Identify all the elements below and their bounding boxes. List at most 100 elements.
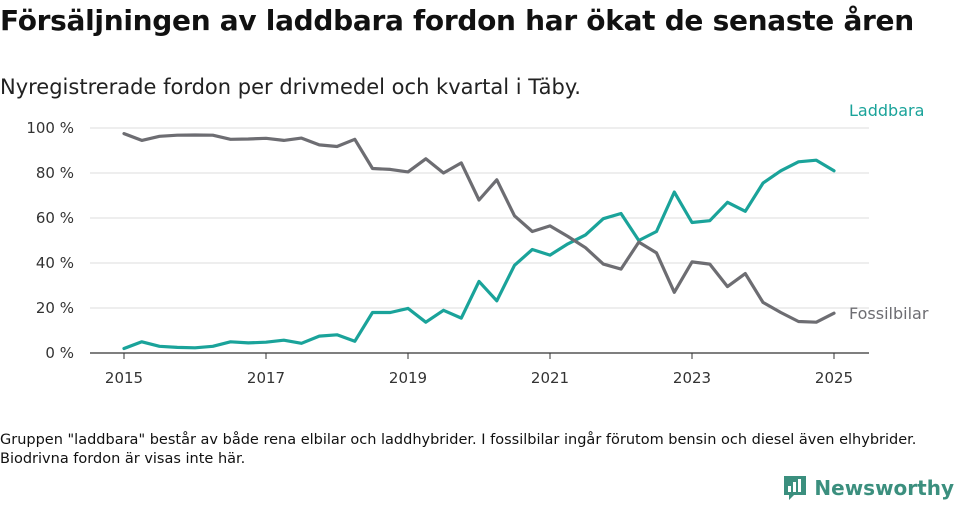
data-point	[176, 134, 179, 137]
series-label: Fossilbilar	[849, 304, 929, 323]
data-point	[336, 333, 339, 336]
data-point	[282, 139, 285, 142]
data-point	[744, 210, 747, 213]
data-point	[300, 342, 303, 345]
data-point	[442, 172, 445, 175]
data-point	[620, 268, 623, 271]
data-point	[815, 321, 818, 324]
data-point	[708, 219, 711, 222]
y-tick-label: 60 %	[36, 209, 74, 227]
y-tick-label: 0 %	[45, 344, 74, 362]
data-point	[407, 307, 410, 310]
footnote: Gruppen "laddbara" består av både rena e…	[0, 432, 917, 467]
data-point	[602, 217, 605, 220]
data-point	[282, 339, 285, 342]
y-tick-label: 40 %	[36, 254, 74, 272]
data-point	[602, 263, 605, 266]
brand-logo: Newsworthy	[782, 474, 954, 502]
y-tick-label: 20 %	[36, 299, 74, 317]
x-tick-label: 2023	[673, 369, 711, 387]
data-point	[797, 160, 800, 163]
data-point	[549, 254, 552, 257]
bar-chart-logo-icon	[784, 476, 807, 500]
data-point	[247, 138, 250, 141]
data-point	[762, 182, 765, 185]
data-point	[460, 161, 463, 164]
data-point	[194, 346, 197, 349]
data-point	[566, 242, 569, 245]
data-point	[353, 138, 356, 141]
data-point	[247, 341, 250, 344]
data-point	[318, 335, 321, 338]
data-point	[460, 317, 463, 320]
data-point	[513, 214, 516, 217]
data-point	[797, 320, 800, 323]
x-tick-label: 2017	[247, 369, 285, 387]
y-tick-label: 100 %	[26, 119, 74, 137]
series-label: Laddbara	[849, 101, 924, 120]
series-line	[122, 132, 836, 324]
y-tick-label: 80 %	[36, 164, 74, 182]
data-point	[336, 145, 339, 148]
data-point	[211, 134, 214, 137]
data-point	[158, 135, 161, 138]
data-point	[691, 260, 694, 263]
x-tick-label: 2025	[815, 369, 853, 387]
data-point	[673, 191, 676, 194]
data-point	[407, 170, 410, 173]
data-point	[620, 212, 623, 215]
data-point	[123, 132, 126, 135]
data-point	[140, 340, 143, 343]
data-point	[815, 159, 818, 162]
data-point	[637, 241, 640, 244]
brand-name: Newsworthy	[814, 476, 954, 500]
data-point	[708, 263, 711, 266]
data-point	[176, 346, 179, 349]
data-point	[495, 299, 498, 302]
data-point	[478, 280, 481, 283]
data-point	[779, 169, 782, 172]
data-point	[726, 201, 729, 204]
x-tick-label: 2015	[105, 369, 143, 387]
data-point	[158, 345, 161, 348]
data-point	[762, 301, 765, 304]
data-point	[726, 285, 729, 288]
data-point	[229, 340, 232, 343]
data-point	[371, 167, 374, 170]
data-point	[655, 251, 658, 254]
data-point	[584, 246, 587, 249]
data-point	[691, 221, 694, 224]
data-point	[353, 340, 356, 343]
data-point	[442, 309, 445, 312]
data-point	[531, 230, 534, 233]
data-point	[300, 137, 303, 140]
data-point	[478, 199, 481, 202]
data-point	[371, 311, 374, 314]
data-point	[744, 272, 747, 275]
data-point	[513, 264, 516, 267]
data-point	[531, 248, 534, 251]
data-point	[655, 230, 658, 233]
data-point	[194, 133, 197, 136]
series-line	[122, 158, 836, 351]
data-point	[123, 347, 126, 350]
data-point	[389, 311, 392, 314]
data-point	[833, 169, 836, 172]
data-point	[779, 311, 782, 314]
line-chart: 0 % 20 % 40 % 60 % 80 % 100 % 2015 2017 2019 2021…	[26, 101, 929, 387]
data-point	[140, 139, 143, 142]
data-point	[833, 312, 836, 315]
data-point	[265, 341, 268, 344]
data-point	[229, 138, 232, 141]
chart-title: Försäljningen av laddbara fordon har öka…	[0, 4, 914, 37]
data-point	[211, 345, 214, 348]
chart-subtitle: Nyregistrerade fordon per drivmedel och …	[0, 75, 581, 99]
data-point	[424, 321, 427, 324]
data-point	[495, 178, 498, 181]
data-point	[584, 233, 587, 236]
data-point	[549, 224, 552, 227]
x-tick-label: 2019	[389, 369, 427, 387]
data-point	[424, 157, 427, 160]
data-point	[566, 235, 569, 238]
x-tick-label: 2021	[531, 369, 569, 387]
